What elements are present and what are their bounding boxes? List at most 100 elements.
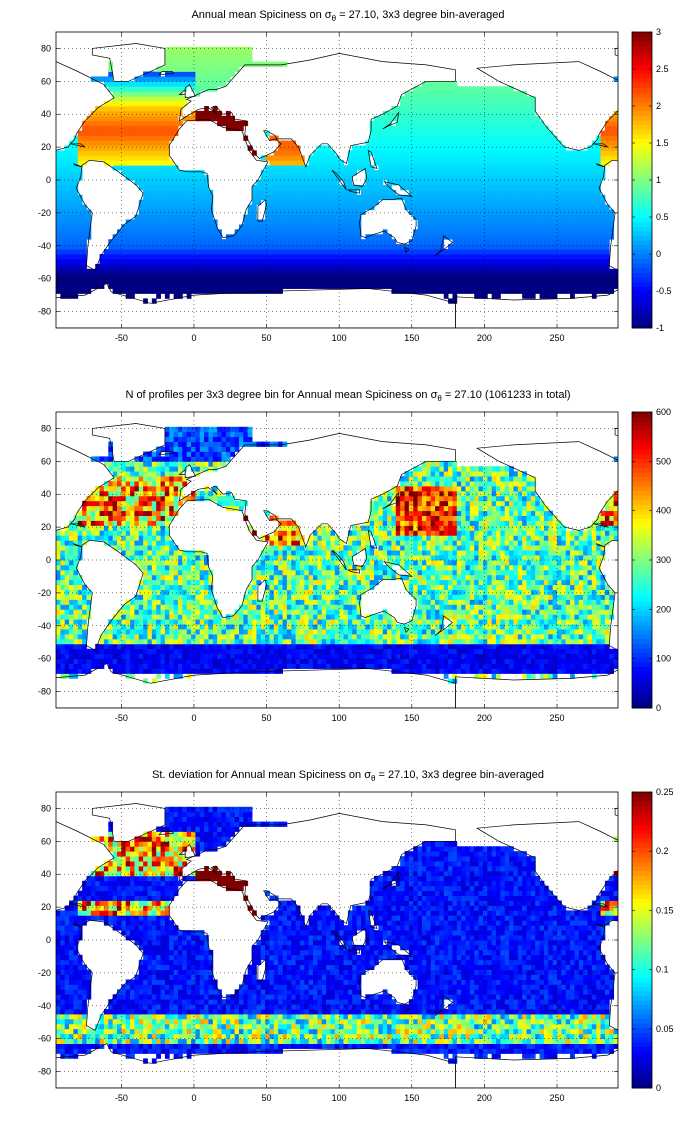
colorbar-step xyxy=(632,235,652,241)
heatmap-cell xyxy=(77,594,83,600)
heatmap-cell xyxy=(169,76,175,82)
heatmap-cell xyxy=(500,130,506,136)
heatmap-cell xyxy=(443,283,449,289)
heatmap-cell xyxy=(321,199,327,206)
heatmap-cell xyxy=(522,180,527,186)
heatmap-cell xyxy=(130,643,135,650)
heatmap-cell xyxy=(204,214,209,220)
heatmap-cell xyxy=(321,175,327,181)
heatmap-cell xyxy=(273,180,279,186)
heatmap-cell xyxy=(321,244,327,250)
heatmap-cell xyxy=(456,224,462,230)
heatmap-cell xyxy=(212,234,218,240)
heatmap-cell xyxy=(487,135,493,141)
heatmap-cell xyxy=(234,239,240,245)
heatmap-cell xyxy=(400,130,405,136)
heatmap-cell xyxy=(391,268,397,275)
heatmap-cell xyxy=(295,199,301,206)
heatmap-cell xyxy=(439,150,445,156)
heatmap-cell xyxy=(496,263,501,270)
heatmap-cell xyxy=(86,663,92,669)
heatmap-cell xyxy=(404,150,410,156)
heatmap-cell xyxy=(378,194,384,201)
heatmap-cell xyxy=(134,604,140,610)
heatmap-cell xyxy=(73,609,79,615)
heatmap-cell xyxy=(439,135,445,141)
heatmap-cell xyxy=(491,115,497,122)
heatmap-cell xyxy=(134,481,140,487)
heatmap-cell xyxy=(134,140,140,146)
heatmap-cell xyxy=(77,515,83,521)
heatmap-cell xyxy=(482,278,488,284)
heatmap-cell xyxy=(391,189,397,196)
heatmap-cell xyxy=(199,288,205,294)
heatmap-cell xyxy=(82,535,87,541)
heatmap-cell xyxy=(426,115,432,122)
heatmap-cell xyxy=(173,96,179,102)
heatmap-cell xyxy=(169,170,175,176)
heatmap-cell xyxy=(360,209,366,215)
heatmap-cell xyxy=(238,234,244,240)
coastline xyxy=(455,289,618,328)
heatmap-cell xyxy=(404,125,410,132)
heatmap-cell xyxy=(108,510,114,516)
colorbar-step xyxy=(632,207,652,213)
heatmap-cell xyxy=(95,486,100,492)
colorbar-step xyxy=(632,258,652,264)
heatmap-cell xyxy=(417,184,423,191)
heatmap-cell xyxy=(151,130,157,136)
heatmap-cell xyxy=(212,86,218,92)
heatmap-cell xyxy=(243,254,249,260)
heatmap-cell xyxy=(417,288,423,294)
heatmap-cell xyxy=(82,135,87,141)
heatmap-cell xyxy=(609,115,615,122)
heatmap-cell xyxy=(130,535,135,541)
heatmap-cell xyxy=(469,283,475,289)
heatmap-cell xyxy=(73,189,79,196)
heatmap-cell xyxy=(356,258,362,265)
heatmap-cell xyxy=(352,254,358,260)
heatmap-cell xyxy=(491,288,497,294)
heatmap-cell xyxy=(125,466,131,472)
heatmap-cell xyxy=(543,209,549,215)
heatmap-cell xyxy=(334,209,340,215)
heatmap-cell xyxy=(73,175,79,181)
heatmap-cell xyxy=(565,244,571,250)
heatmap-cell xyxy=(134,219,140,225)
heatmap-cell xyxy=(465,170,471,176)
heatmap-cell xyxy=(321,189,327,196)
heatmap-cell xyxy=(169,110,175,117)
heatmap-cell xyxy=(435,101,440,107)
heatmap-cell xyxy=(234,283,240,289)
heatmap-cell xyxy=(374,145,379,151)
heatmap-cell xyxy=(77,648,83,655)
heatmap-cell xyxy=(186,224,192,230)
heatmap-cell xyxy=(143,175,148,181)
heatmap-cell xyxy=(491,120,497,127)
heatmap-cell xyxy=(543,273,549,280)
heatmap-cell xyxy=(395,194,401,201)
heatmap-cell xyxy=(509,224,514,230)
heatmap-cell xyxy=(99,510,105,516)
heatmap-cell xyxy=(487,278,493,284)
heatmap-cell xyxy=(151,234,157,240)
heatmap-cell xyxy=(103,658,109,664)
heatmap-cell xyxy=(186,273,192,280)
heatmap-cell xyxy=(103,495,109,502)
heatmap-cell xyxy=(330,150,336,156)
heatmap-cell xyxy=(526,165,532,171)
heatmap-cell xyxy=(121,278,127,284)
heatmap-cell xyxy=(147,150,153,156)
heatmap-cell xyxy=(404,110,410,117)
heatmap-cell xyxy=(195,239,201,245)
heatmap-cell xyxy=(134,125,140,132)
heatmap-cell xyxy=(86,525,92,531)
heatmap-cell xyxy=(252,263,257,270)
heatmap-cell xyxy=(134,214,140,220)
heatmap-cell xyxy=(530,199,536,206)
heatmap-cell xyxy=(60,569,66,576)
heatmap-cell xyxy=(330,273,336,280)
heatmap-cell xyxy=(260,249,266,255)
heatmap-cell xyxy=(365,180,371,186)
heatmap-cell xyxy=(478,106,484,112)
